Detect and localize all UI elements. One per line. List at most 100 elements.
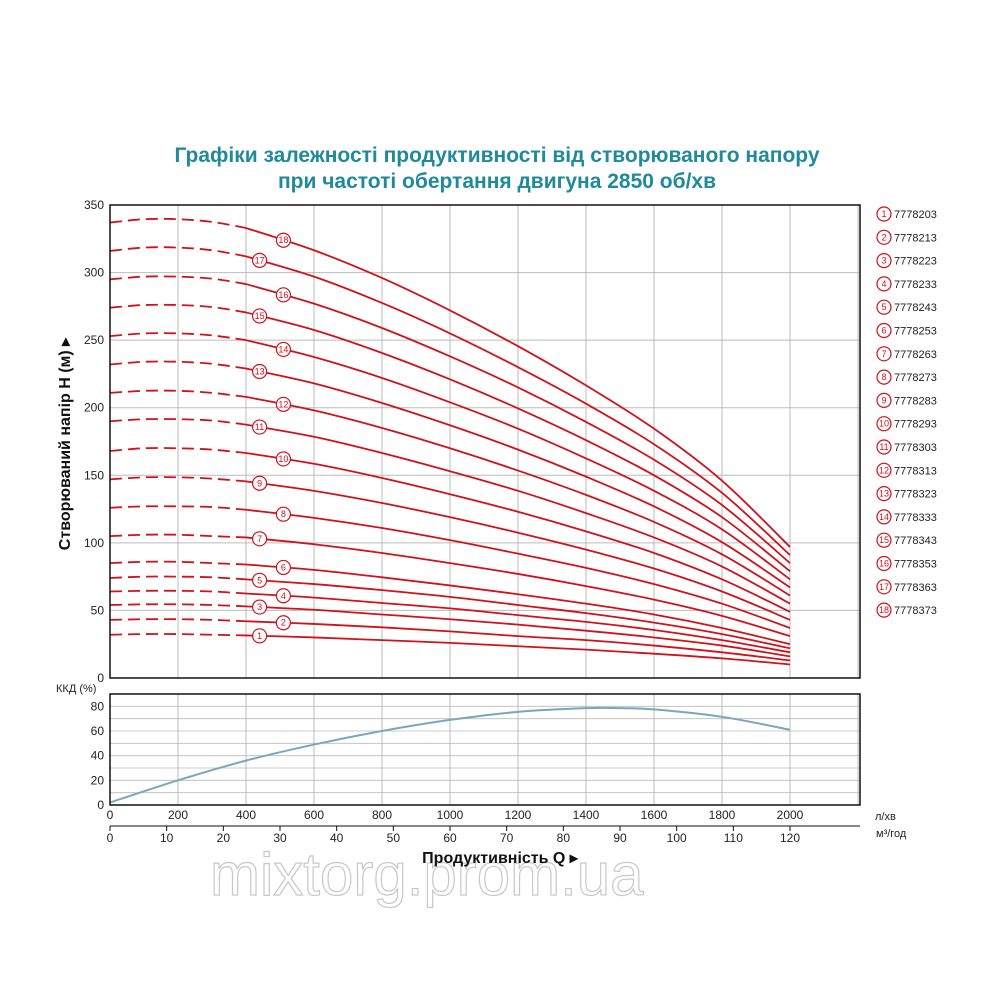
x-m3h-tick-label: 30 [273,831,287,845]
curve-marker-10 [275,451,291,467]
head-curve-16 [245,283,791,564]
legend-model-18: 7778373 [894,605,937,617]
head-curve-1 [245,634,791,666]
head-y-tick-label: 150 [84,468,104,482]
chart-title-line-2: при частоті обертання двигуна 2850 об/хв [278,170,716,193]
head-curve-4 [245,592,791,654]
curve-marker-3 [252,599,268,615]
head-y-tick-label: 350 [84,198,104,212]
curve-marker-12 [275,396,291,412]
legend-model-16: 7778353 [894,559,937,571]
head-curve-13-dashed [109,360,247,370]
x-m3h-tick-label: 100 [667,831,687,845]
x-m3h-tick-label: 50 [387,831,401,845]
curve-marker-label-9: 9 [257,478,262,488]
legend-number-13: 13 [879,489,889,499]
legend-marker-10 [876,416,892,432]
curve-marker-5 [252,572,268,588]
legend-marker-3 [876,253,892,269]
curve-marker-label-8: 8 [281,509,286,519]
legend-marker-4 [876,276,892,292]
legend-number-10: 10 [879,419,889,429]
head-curve-5 [245,578,791,650]
head-curve-11-dashed [109,418,247,426]
legend-model-4: 7778233 [894,279,937,291]
head-curve-15 [245,311,791,572]
curve-marker-label-6: 6 [281,562,286,572]
legend-model-6: 7778253 [894,326,937,338]
head-curve-6-dashed [109,560,247,566]
x-lpm-tick-label: 1200 [505,808,532,822]
x-m3h-tick-label: 60 [443,831,457,845]
x-lpm-tick-label: 2000 [777,808,804,822]
x-m3h-tick-label: 70 [500,831,514,845]
head-y-ticks: 0 50 100 150 200 250 300 350 [84,198,104,685]
head-y-tick-label: 0 [97,671,104,685]
x-lpm-tick-label: 1800 [709,808,736,822]
legend-number-12: 12 [879,465,889,475]
head-curve-1-dashed [109,633,247,637]
legend-number-11: 11 [879,442,888,452]
head-curve-16-dashed [109,275,247,285]
model-legend: 1 7778203 2 7778213 3 7778223 4 7778233 5 7778243… [876,206,937,618]
head-curve-7 [245,536,791,637]
x-m3h-tick-label: 10 [160,831,174,845]
curve-marker-label-7: 7 [257,534,262,544]
curve-marker-label-3: 3 [257,602,262,612]
head-curves [109,217,791,666]
head-curve-17 [245,255,791,556]
head-curve-15-dashed [109,303,247,314]
legend-marker-14 [876,509,892,525]
efficiency-curve [109,706,791,804]
efficiency-plot-frame [109,693,861,806]
legend-number-14: 14 [879,512,889,522]
head-y-tick-label: 250 [84,333,104,347]
curve-marker-label-18: 18 [278,235,288,245]
efficiency-plot-grid [110,694,860,805]
legend-model-3: 7778223 [894,256,937,268]
legend-model-9: 7778283 [894,395,937,407]
curve-marker-label-1: 1 [257,631,262,641]
legend-number-6: 6 [881,326,886,336]
legend-marker-2 [876,229,892,245]
legend-number-16: 16 [879,559,889,569]
head-curve-11 [245,423,791,605]
legend-marker-12 [876,462,892,478]
x-axis-label: Продуктивність Q ▸ [422,850,579,867]
head-curve-9-dashed [109,476,247,483]
x-lpm-tick-label: 1000 [437,808,464,822]
curve-marker-1 [252,628,268,644]
curve-marker-label-14: 14 [278,344,288,354]
curve-marker-label-2: 2 [281,618,286,628]
head-curve-4-dashed [109,589,247,595]
legend-marker-7 [876,346,892,362]
head-curve-12-dashed [109,389,247,398]
legend-marker-17 [876,579,892,595]
head-curve-18-dashed [109,217,247,229]
head-curve-7-dashed [109,533,247,539]
legend-model-8: 7778273 [894,372,937,384]
x-lpm-tick-label: 600 [304,808,324,822]
head-curve-3 [245,605,791,658]
legend-model-13: 7778323 [894,489,937,501]
x-m3h-tick-label: 0 [107,831,114,845]
x-axis-lpm-unit: л/хв [875,811,896,823]
legend-marker-5 [876,299,892,315]
legend-marker-8 [876,369,892,385]
legend-number-7: 7 [881,349,886,359]
head-curve-17-dashed [109,246,247,258]
x-lpm-tick-label: 400 [236,808,256,822]
efficiency-y-ticks: 0 20 40 60 80 [91,699,105,812]
curve-marker-2 [275,615,291,631]
curve-marker-label-10: 10 [278,454,288,464]
legend-number-1: 1 [881,209,886,219]
legend-model-17: 7778363 [894,582,937,594]
head-curve-2 [245,620,791,662]
legend-number-4: 4 [881,279,886,289]
watermark: mixtorg.prom.ua [210,841,644,908]
x-lpm-tick-label: 1600 [641,808,668,822]
head-curve-6 [245,563,791,646]
efficiency-y-tick-label: 40 [91,749,105,763]
x-lpm-tick-label: 1400 [573,808,600,822]
head-y-tick-label: 300 [84,266,104,280]
